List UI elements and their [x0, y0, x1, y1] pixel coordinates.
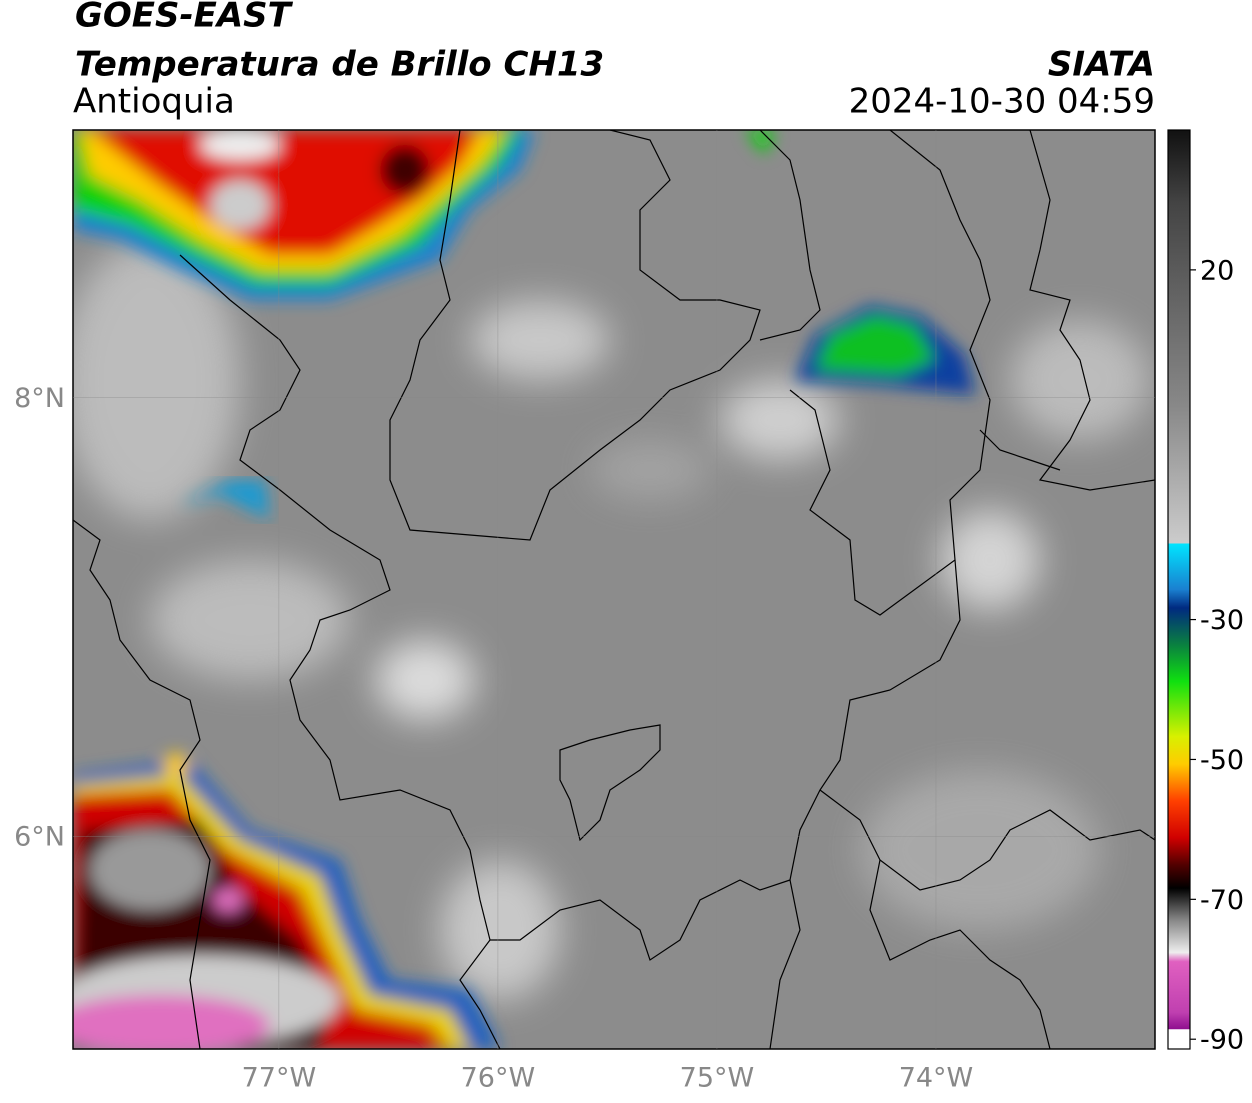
x-tick-label: 76°W [461, 1063, 536, 1094]
region: Antioquia [73, 82, 235, 122]
subtitle: Temperatura de Brillo CH13 [75, 45, 604, 85]
y-tick-label: 6°N [14, 822, 65, 853]
colorbar-tick-label: -70 [1200, 885, 1244, 916]
x-tick-label: 75°W [680, 1063, 755, 1094]
datetime: 2024-10-30 04:59 [849, 82, 1155, 122]
map-frame [72, 129, 1156, 1050]
x-tick-label: 74°W [899, 1063, 974, 1094]
y-tick-label: 8°N [14, 383, 65, 414]
colorbar-tick-label: -30 [1200, 605, 1244, 636]
colorbar-tick-label: -50 [1200, 745, 1244, 776]
colorbar [1167, 129, 1191, 1050]
source: SIATA [1048, 45, 1155, 85]
colorbar-tick-label: 20 [1200, 255, 1234, 286]
title: GOES-EAST [75, 0, 294, 36]
satellite-image [73, 130, 1155, 1049]
x-tick-label: 77°W [242, 1063, 317, 1094]
colorbar-tick-label: -90 [1200, 1025, 1244, 1056]
